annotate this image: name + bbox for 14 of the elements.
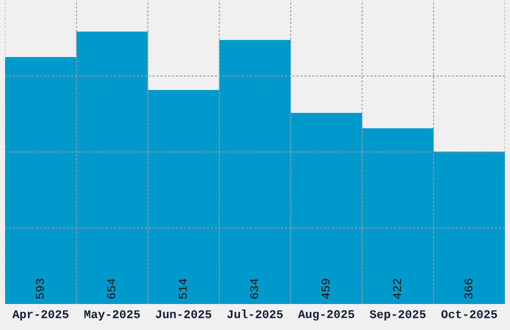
data-label: 422 xyxy=(393,279,401,299)
x-tick-label: Jun-2025 xyxy=(156,310,212,318)
x-tick-label: Jul-2025 xyxy=(227,310,283,318)
x-tick-label: Oct-2025 xyxy=(441,310,498,318)
data-label: 634 xyxy=(250,278,258,299)
x-tick-label: May-2025 xyxy=(84,310,140,321)
x-tick-label: Aug-2025 xyxy=(298,310,354,321)
data-label: 593 xyxy=(36,278,44,299)
data-label: 366 xyxy=(464,278,472,299)
data-label: 654 xyxy=(107,278,116,299)
x-tick-label: Apr-2025 xyxy=(12,310,68,321)
data-label: 514 xyxy=(178,278,187,299)
data-label: 459 xyxy=(322,279,330,299)
x-tick-label: Sep-2025 xyxy=(370,310,426,321)
